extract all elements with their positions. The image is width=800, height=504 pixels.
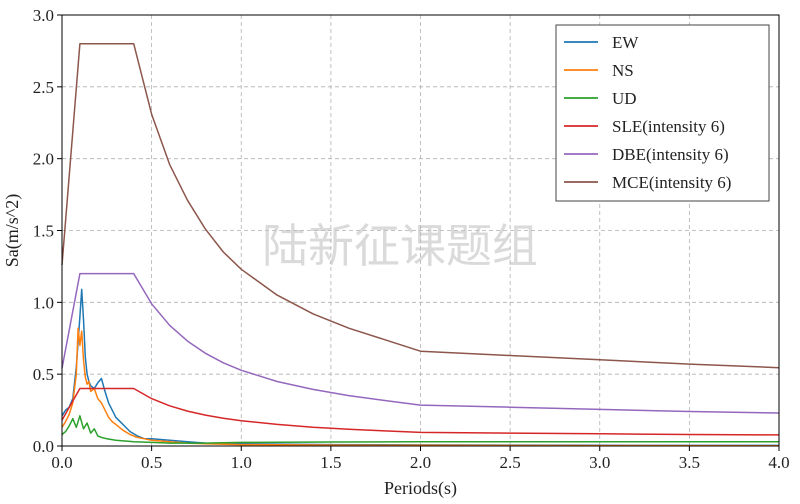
y-tick-label: 0.5 xyxy=(33,365,54,384)
y-tick-label: 0.0 xyxy=(33,437,54,456)
y-tick-label: 2.0 xyxy=(33,150,54,169)
series-line-ud xyxy=(61,415,779,444)
x-tick-label: 3.0 xyxy=(589,453,610,472)
watermark-text: 陆新征课题组 xyxy=(262,219,538,273)
x-tick-label: 1.5 xyxy=(320,453,341,472)
series-line-mce xyxy=(61,42,780,369)
legend-label-dbe: DBE(intensity 6) xyxy=(612,145,729,164)
x-axis-label: Periods(s) xyxy=(384,478,457,499)
x-tick-label: 1.0 xyxy=(231,453,252,472)
axis-ticks: 0.0 0.5 1.0 1.5 2.0 2.5 3.0 3.5 4.0 0.0 0.5 1.0 1.5 2… xyxy=(33,6,790,472)
x-tick-label: 3.5 xyxy=(679,453,700,472)
legend: EW NS UD SLE(intensity 6) DBE(intensity 6) MC… xyxy=(555,24,770,202)
legend-label-sle: SLE(intensity 6) xyxy=(612,117,725,136)
series-lines xyxy=(61,42,780,447)
y-tick-label: 2.5 xyxy=(33,78,54,97)
y-tick-label: 1.0 xyxy=(33,293,54,312)
x-tick-label: 0.0 xyxy=(51,453,72,472)
y-tick-label: 1.5 xyxy=(33,222,54,241)
series-line-dbe xyxy=(61,272,780,414)
series-line-sle xyxy=(61,387,780,436)
legend-label-ud: UD xyxy=(612,89,637,108)
x-tick-label: 4.0 xyxy=(768,453,789,472)
x-tick-label: 2.0 xyxy=(410,453,431,472)
x-tick-label: 2.5 xyxy=(500,453,521,472)
y-axis-label: Sa(m/s^2) xyxy=(2,194,23,267)
legend-label-mce: MCE(intensity 6) xyxy=(612,173,731,192)
y-tick-label: 3.0 xyxy=(33,6,54,25)
legend-label-ew: EW xyxy=(612,33,639,52)
legend-label-ns: NS xyxy=(612,61,634,80)
x-tick-label: 0.5 xyxy=(141,453,162,472)
legend-box xyxy=(555,24,770,202)
